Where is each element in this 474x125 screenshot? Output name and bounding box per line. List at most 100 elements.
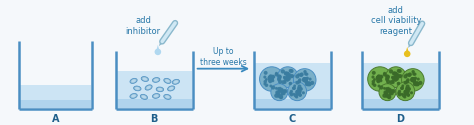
Circle shape: [269, 80, 272, 83]
Ellipse shape: [172, 79, 180, 84]
Circle shape: [412, 79, 414, 81]
FancyBboxPatch shape: [363, 99, 438, 108]
Circle shape: [270, 77, 273, 80]
Circle shape: [372, 80, 374, 83]
Circle shape: [385, 67, 406, 87]
Circle shape: [386, 78, 389, 80]
Ellipse shape: [164, 78, 171, 84]
Circle shape: [297, 90, 299, 92]
Circle shape: [386, 89, 388, 90]
Circle shape: [298, 88, 300, 90]
Circle shape: [377, 75, 380, 78]
Circle shape: [275, 73, 278, 76]
Circle shape: [276, 91, 279, 94]
Circle shape: [410, 92, 412, 94]
Circle shape: [379, 78, 381, 80]
FancyBboxPatch shape: [117, 71, 192, 108]
Ellipse shape: [142, 95, 146, 98]
Circle shape: [283, 92, 285, 95]
Text: A: A: [52, 114, 59, 124]
FancyBboxPatch shape: [255, 63, 330, 108]
FancyBboxPatch shape: [255, 99, 330, 108]
Circle shape: [392, 81, 394, 83]
Circle shape: [270, 79, 272, 81]
Circle shape: [155, 49, 161, 55]
Circle shape: [384, 93, 386, 95]
Circle shape: [282, 90, 283, 92]
Polygon shape: [156, 45, 160, 51]
Circle shape: [277, 95, 279, 97]
Circle shape: [412, 71, 414, 73]
Circle shape: [377, 80, 380, 83]
Circle shape: [407, 94, 410, 96]
Circle shape: [269, 80, 271, 82]
Circle shape: [399, 75, 401, 77]
Circle shape: [388, 88, 391, 91]
Circle shape: [396, 75, 398, 77]
Circle shape: [392, 79, 394, 81]
Circle shape: [414, 77, 416, 79]
Circle shape: [296, 82, 299, 84]
Circle shape: [378, 77, 381, 80]
Ellipse shape: [130, 94, 137, 98]
Circle shape: [309, 83, 311, 86]
Ellipse shape: [153, 78, 160, 82]
Circle shape: [393, 72, 396, 75]
Circle shape: [260, 67, 284, 91]
Circle shape: [270, 85, 272, 87]
Circle shape: [296, 75, 299, 78]
Circle shape: [407, 94, 409, 96]
Circle shape: [394, 79, 397, 81]
Circle shape: [394, 77, 396, 80]
Circle shape: [387, 88, 389, 89]
Circle shape: [298, 92, 301, 95]
Circle shape: [406, 80, 409, 83]
Circle shape: [308, 82, 310, 85]
Circle shape: [413, 81, 415, 83]
Ellipse shape: [165, 95, 170, 98]
Circle shape: [377, 76, 379, 79]
Circle shape: [302, 92, 304, 94]
Circle shape: [288, 82, 307, 101]
Text: add
cell viability
reagent: add cell viability reagent: [371, 6, 421, 36]
Ellipse shape: [141, 76, 148, 82]
Circle shape: [409, 88, 410, 89]
Circle shape: [373, 72, 375, 74]
Circle shape: [409, 73, 411, 76]
Circle shape: [414, 73, 416, 75]
Circle shape: [291, 90, 292, 92]
Circle shape: [289, 83, 291, 85]
Circle shape: [411, 78, 414, 81]
Circle shape: [409, 88, 410, 90]
Circle shape: [401, 93, 403, 95]
Circle shape: [411, 78, 414, 81]
Circle shape: [288, 74, 291, 77]
Circle shape: [378, 85, 380, 87]
FancyBboxPatch shape: [117, 99, 192, 108]
Circle shape: [276, 72, 277, 74]
Circle shape: [399, 76, 401, 78]
Circle shape: [406, 85, 409, 88]
FancyBboxPatch shape: [363, 94, 438, 99]
Circle shape: [374, 84, 376, 86]
Circle shape: [287, 72, 289, 74]
Circle shape: [276, 93, 278, 95]
Circle shape: [264, 76, 266, 78]
Circle shape: [372, 83, 374, 85]
Circle shape: [389, 93, 392, 95]
Circle shape: [305, 83, 308, 85]
Circle shape: [279, 95, 282, 97]
Circle shape: [401, 69, 424, 91]
Circle shape: [390, 81, 393, 84]
Circle shape: [388, 97, 390, 99]
Circle shape: [396, 82, 415, 101]
Circle shape: [379, 84, 396, 101]
Circle shape: [272, 80, 273, 82]
Circle shape: [301, 88, 302, 89]
FancyBboxPatch shape: [20, 96, 91, 100]
Circle shape: [289, 77, 290, 79]
Circle shape: [397, 83, 400, 85]
Circle shape: [279, 88, 281, 89]
Circle shape: [278, 75, 281, 77]
Circle shape: [281, 90, 283, 93]
